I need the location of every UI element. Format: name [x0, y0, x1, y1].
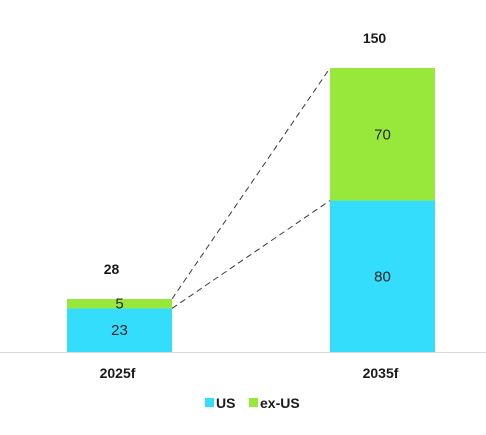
connector-lines: [171, 67, 331, 309]
connector-line-top: [171, 67, 331, 300]
segment-label: 70: [374, 126, 391, 143]
legend-label: ex-US: [260, 395, 300, 411]
segment-label: 5: [115, 296, 123, 313]
connector-line-mid: [171, 200, 331, 309]
segment-labels: 23 5 80 70: [111, 126, 391, 339]
bar-group: [67, 68, 435, 352]
category-label: 2025f: [100, 365, 136, 381]
legend-swatch: [249, 398, 258, 407]
category-label: 2035f: [363, 365, 399, 381]
legend-swatch: [205, 398, 214, 407]
legend: US ex-US: [205, 395, 300, 411]
bar-ex-us-2025f: [67, 298, 172, 309]
segment-label: 23: [111, 322, 128, 339]
total-labels: 28 150: [104, 30, 387, 277]
bar-ex-us-2035f: [330, 68, 435, 201]
bar-us-2025f: [67, 308, 172, 352]
segment-label: 80: [374, 268, 391, 285]
bar-us-2035f: [330, 200, 435, 352]
total-label: 28: [104, 261, 120, 277]
legend-label: US: [216, 395, 235, 411]
category-labels: 2025f 2035f: [100, 365, 399, 381]
total-label: 150: [363, 30, 387, 46]
